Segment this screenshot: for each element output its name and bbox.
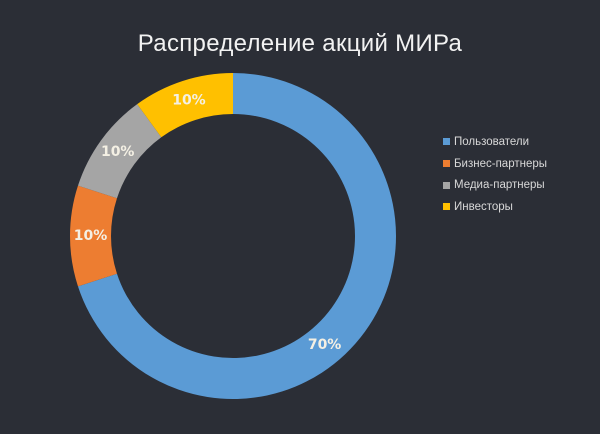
legend-item-media-partners: Медиа-партнеры	[443, 174, 547, 196]
legend-item-users: Пользователи	[443, 131, 547, 153]
legend-item-business-partners: Бизнес-партнеры	[443, 153, 547, 175]
legend-label: Бизнес-партнеры	[454, 157, 548, 170]
legend-swatch-icon	[443, 138, 450, 146]
slice-value-label: 10%	[74, 228, 108, 244]
donut-slice	[77, 104, 162, 199]
legend-label: Пользователи	[454, 135, 530, 148]
slice-value-label: 10%	[101, 144, 135, 160]
donut-slices	[70, 73, 396, 399]
chart-title: Распределение акций МИРа	[137, 30, 463, 57]
legend-swatch-icon	[443, 181, 450, 189]
legend-item-investors: Инвесторы	[443, 196, 547, 218]
donut-slice	[70, 185, 117, 287]
donut-slice	[137, 73, 233, 138]
slice-value-label: 10%	[172, 92, 206, 108]
legend-label: Инвесторы	[454, 200, 513, 213]
legend: Пользователи Бизнес-партнеры Медиа-партн…	[443, 131, 547, 218]
donut-labels: 70% 10% 10% 10%	[74, 92, 342, 353]
legend-label: Медиа-партнеры	[454, 179, 545, 192]
legend-swatch-icon	[443, 203, 450, 211]
legend-swatch-icon	[443, 160, 450, 168]
slice-value-label: 70%	[308, 337, 342, 353]
